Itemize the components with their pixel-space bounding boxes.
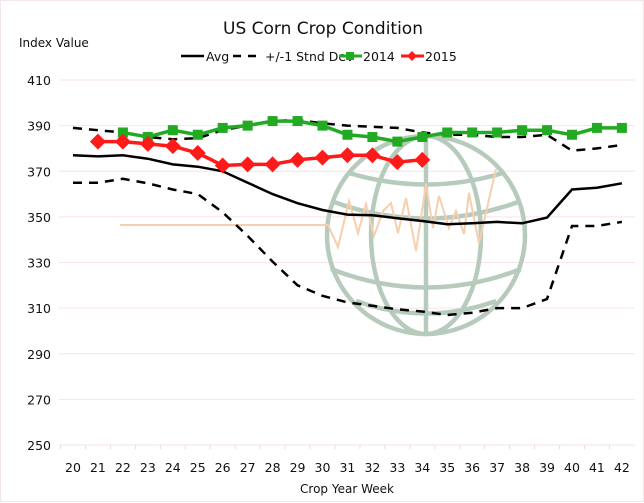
series-2014-point — [192, 129, 203, 140]
series-2015-point — [289, 151, 306, 168]
series-stddev-upper — [72, 118, 623, 152]
series-2014-point — [542, 125, 553, 136]
y-tick-label: 410 — [27, 73, 51, 88]
series-2015-point — [139, 135, 156, 152]
legend-label-stddev: +/-1 Stnd Dev — [265, 49, 354, 64]
series-2014-point — [242, 120, 253, 131]
legend-marker-2015 — [407, 51, 417, 61]
legend: Avg +/-1 Stnd Dev 2014 2015 — [181, 49, 457, 64]
legend-item-2015: 2015 — [401, 49, 457, 64]
x-tick-label: 39 — [539, 460, 555, 475]
x-tick-label: 20 — [65, 460, 81, 475]
series-2015-point — [414, 151, 431, 168]
x-tick-label: 30 — [315, 460, 331, 475]
x-tick-label: 42 — [614, 460, 630, 475]
series-2015-point — [189, 145, 206, 161]
y-tick-label: 370 — [27, 164, 51, 179]
y-tick-label: 310 — [27, 301, 51, 316]
y-tick-label: 350 — [27, 210, 51, 225]
x-tick-label: 31 — [339, 460, 355, 475]
x-tick-label: 21 — [90, 460, 106, 475]
series-2015-point — [89, 133, 106, 150]
series-layer — [72, 116, 627, 317]
series-2014-point — [492, 127, 503, 138]
x-tick-label: 29 — [290, 460, 306, 475]
x-tick-label: 25 — [190, 460, 206, 475]
series-2015-point — [389, 154, 406, 171]
x-tick-label: 27 — [240, 460, 256, 475]
series-2014-point — [442, 127, 453, 138]
chart-title: US Corn Crop Condition — [223, 19, 423, 39]
series-2014-point — [517, 125, 528, 136]
series-2014-point — [217, 122, 228, 133]
x-tick-label: 37 — [489, 460, 505, 475]
y-tick-label: 330 — [27, 256, 51, 271]
series-2015-point — [164, 138, 181, 155]
series-2015-point — [214, 157, 231, 174]
series-2014-point — [292, 116, 303, 127]
series-2014-point — [317, 120, 328, 131]
legend-label-2015: 2015 — [425, 49, 457, 64]
series-avg-line — [72, 154, 623, 226]
series-2014-point — [367, 132, 378, 143]
legend-label-avg: Avg — [206, 49, 229, 64]
x-tick-label: 22 — [115, 460, 131, 475]
series-2014-point — [392, 136, 403, 147]
x-tick-label: 36 — [464, 460, 480, 475]
legend-item-stddev: +/-1 Stnd Dev — [233, 49, 354, 64]
legend-item-2014: 2014 — [339, 49, 395, 64]
series-2014-point — [267, 116, 278, 127]
x-tick-label: 24 — [165, 460, 181, 475]
y-axis-label: Index Value — [19, 36, 89, 50]
signal-wave-icon — [120, 168, 497, 252]
series-2014-point — [616, 122, 627, 133]
series-2014-point — [117, 127, 128, 138]
legend-label-2014: 2014 — [363, 49, 395, 64]
y-tick-labels: 410 390 370 350 330 310 290 270 250 — [27, 73, 51, 453]
series-2015-point — [364, 147, 381, 164]
y-tick-label: 270 — [27, 392, 51, 407]
x-tick-label: 28 — [265, 460, 281, 475]
series-2015-point — [239, 156, 256, 173]
x-tick-label: 23 — [140, 460, 156, 475]
x-tick-label: 35 — [439, 460, 455, 475]
series-2015-point — [314, 149, 331, 166]
series-2015-point — [114, 133, 131, 150]
y-tick-label: 390 — [27, 119, 51, 134]
series-2014-point — [567, 129, 577, 140]
series-2014-point — [417, 132, 428, 143]
series-2014-point — [167, 125, 178, 136]
x-tick-label: 38 — [514, 460, 530, 475]
series-2014-point — [591, 122, 602, 133]
series-2015-point — [264, 156, 281, 173]
x-tick-label: 33 — [389, 460, 405, 475]
x-tick-label: 32 — [364, 460, 380, 475]
y-tick-label: 290 — [27, 347, 51, 362]
gridlines — [59, 79, 635, 449]
y-tick-label: 250 — [27, 438, 51, 453]
x-tick-label: 41 — [589, 460, 605, 475]
legend-item-avg: Avg — [181, 49, 229, 64]
series-2014-point — [467, 127, 478, 138]
x-tick-label: 34 — [414, 460, 430, 475]
series-stddev-lower — [73, 177, 623, 317]
x-tick-labels: 20 21 22 23 24 25 26 27 28 29 30 31 32 33 34 35 36 37 38 39… — [65, 460, 630, 475]
x-axis-label: Crop Year Week — [300, 482, 394, 496]
legend-marker-2014 — [346, 52, 354, 60]
series-2014-point — [342, 129, 353, 140]
x-tick-label: 40 — [564, 460, 580, 475]
series-2015-point — [339, 147, 356, 164]
x-tick-label: 26 — [215, 460, 231, 475]
